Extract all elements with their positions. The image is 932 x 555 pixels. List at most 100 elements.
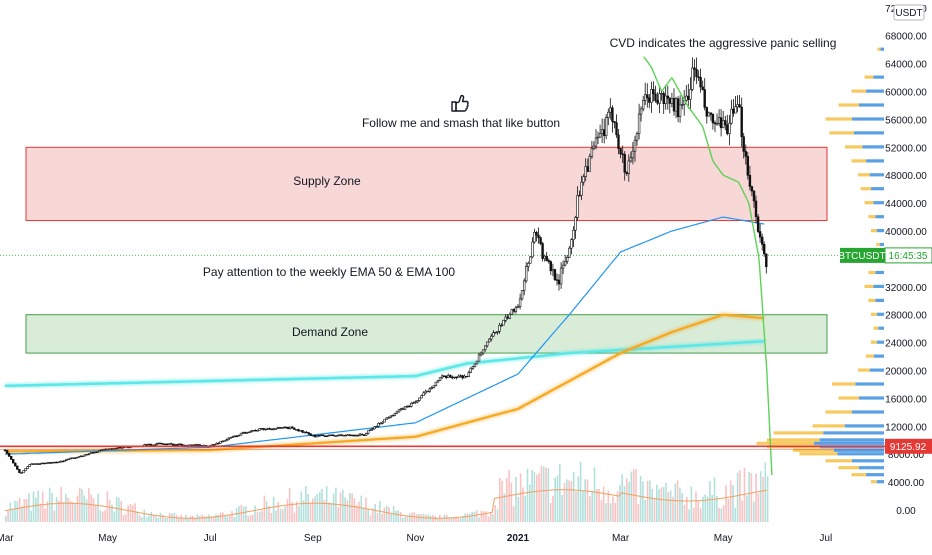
volume-profile-bar-buy <box>851 410 884 414</box>
volume-profile-bar-sell <box>871 340 877 344</box>
candle-body <box>213 443 216 446</box>
volume-bar <box>487 516 490 522</box>
candle-body <box>350 434 353 437</box>
volume-bar <box>420 514 423 522</box>
candle-body <box>198 444 202 446</box>
volume-profile-bar-sell <box>832 382 856 386</box>
volume-bar <box>667 492 670 522</box>
candle-body <box>241 432 245 434</box>
volume-bar <box>272 496 275 522</box>
candle-body <box>412 402 415 404</box>
volume-bar <box>722 505 725 522</box>
volume-bar <box>374 503 376 522</box>
volume-bar <box>302 500 305 522</box>
volume-bar <box>706 496 709 522</box>
volume-bar <box>268 506 270 522</box>
volume-bar <box>23 499 26 522</box>
candle-body <box>272 428 275 431</box>
volume-bar <box>247 516 249 522</box>
volume-bar <box>85 499 88 522</box>
volume-profile-bar-sell <box>876 242 880 247</box>
candle-body <box>299 430 302 432</box>
candle-body <box>50 461 54 464</box>
candle-body <box>65 458 68 461</box>
volume-bar <box>362 507 365 522</box>
ema-50-line <box>4 216 765 455</box>
volume-bar <box>32 491 35 522</box>
candle-body <box>44 462 48 465</box>
candle-body <box>346 434 349 436</box>
candle-body <box>284 426 288 429</box>
volume-bar <box>141 517 143 522</box>
candle-body <box>635 133 639 141</box>
candle-body <box>678 104 682 117</box>
volume-bar <box>314 496 316 522</box>
candle-body <box>305 431 308 434</box>
candle-body <box>46 462 50 464</box>
volume-bar <box>441 518 443 522</box>
volume-bar <box>46 501 49 522</box>
candle-body <box>389 415 392 418</box>
candle-body <box>52 461 56 464</box>
candle-body <box>703 89 706 108</box>
candle-body <box>354 434 358 437</box>
volume-bar <box>505 478 508 522</box>
volume-bar <box>150 512 152 522</box>
volume-bar <box>203 515 206 522</box>
volume-bar <box>746 495 748 522</box>
candle-body <box>340 434 343 436</box>
volume-bar <box>455 516 457 522</box>
candle-body <box>631 150 635 159</box>
candle-body <box>598 133 602 138</box>
volume-bar <box>542 466 545 522</box>
volume-profile-bar-buy <box>854 131 884 135</box>
volume-bar <box>621 474 623 522</box>
candle-body <box>334 435 337 437</box>
currency-badge[interactable]: USDT <box>893 4 925 21</box>
candle-body <box>274 428 278 430</box>
candle-body <box>500 324 503 327</box>
cvd-note: CVD indicates the aggressive panic selli… <box>610 36 837 50</box>
volume-bar <box>166 518 169 522</box>
candle-body <box>291 426 294 429</box>
volume-bar <box>639 476 642 522</box>
volume-bar <box>381 513 383 522</box>
candle-body <box>221 440 224 443</box>
candle-body <box>436 380 440 383</box>
candle-body <box>416 400 419 403</box>
candle-body <box>754 200 758 217</box>
volume-bar <box>586 479 589 522</box>
volume-bar <box>157 518 159 522</box>
volume-bar <box>344 497 346 522</box>
candle-body <box>451 376 454 379</box>
candle-body <box>553 269 557 280</box>
candle-body <box>165 443 169 446</box>
volume-bar <box>718 507 720 522</box>
candle-body <box>157 442 161 445</box>
volume-profile-bar-buy <box>866 159 884 163</box>
candle-body <box>315 435 319 438</box>
volume-bar <box>561 495 563 522</box>
volume-bar <box>649 480 651 522</box>
candle-body <box>327 434 331 437</box>
volume-bar <box>159 512 162 522</box>
price-axis-tick: 60000.00 <box>885 88 927 99</box>
volume-bar <box>284 506 286 522</box>
candle-body <box>414 401 417 404</box>
ema-100-line <box>5 313 765 453</box>
candle-body <box>740 106 743 137</box>
volume-bar <box>536 474 538 522</box>
volume-bar <box>711 494 713 522</box>
volume-bar <box>316 493 319 522</box>
volume-bar <box>429 515 432 522</box>
candle-body <box>381 421 384 424</box>
candle-body <box>565 256 569 262</box>
volume-profile-bar-sell <box>825 117 852 121</box>
candle-body <box>418 397 421 401</box>
price-axis-tick: 48000.00 <box>885 171 927 182</box>
volume-bar <box>729 480 732 522</box>
volume-bar <box>644 500 647 522</box>
candle-body <box>680 104 684 106</box>
